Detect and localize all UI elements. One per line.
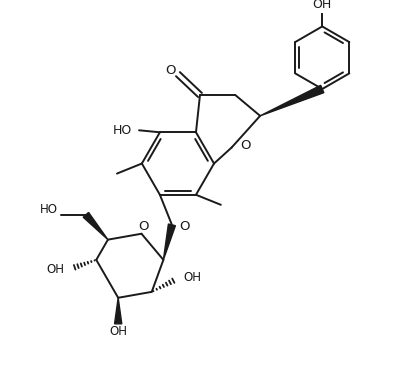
Text: OH: OH — [184, 271, 202, 284]
Polygon shape — [114, 298, 122, 324]
Text: HO: HO — [113, 124, 132, 137]
Text: OH: OH — [313, 0, 332, 11]
Polygon shape — [163, 224, 176, 260]
Text: HO: HO — [40, 203, 58, 217]
Text: O: O — [240, 139, 251, 152]
Text: OH: OH — [109, 324, 127, 338]
Text: O: O — [138, 220, 149, 233]
Text: OH: OH — [46, 263, 64, 276]
Text: O: O — [179, 220, 190, 233]
Text: O: O — [166, 64, 176, 77]
Polygon shape — [83, 212, 108, 240]
Polygon shape — [260, 85, 324, 116]
